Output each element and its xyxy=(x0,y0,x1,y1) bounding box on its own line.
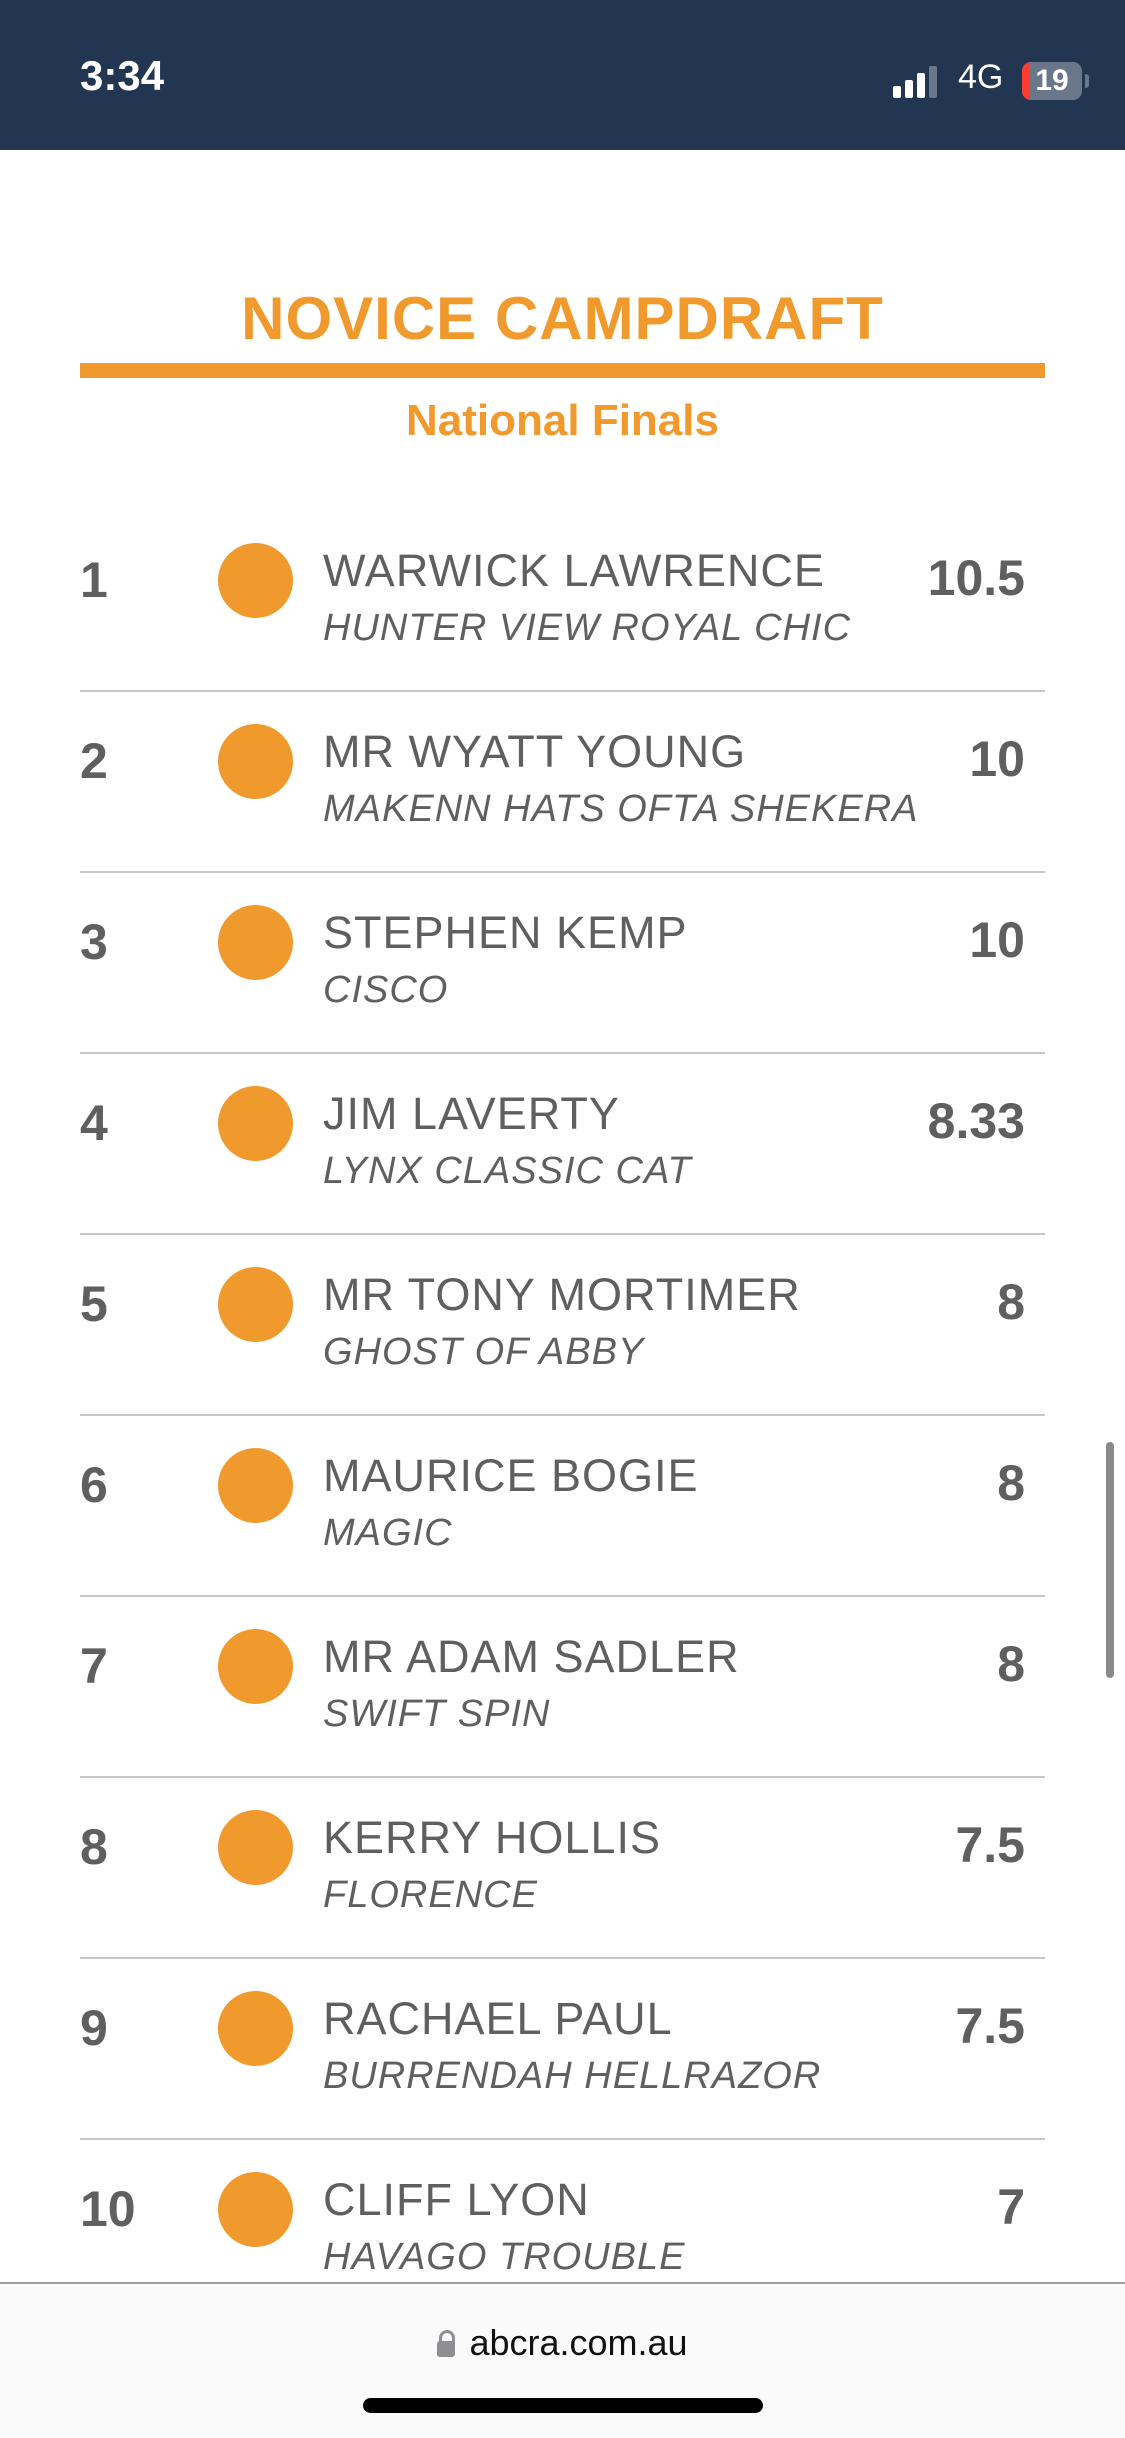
score: 10 xyxy=(969,912,1025,968)
horse-name: LYNX CLASSIC CAT xyxy=(323,1150,692,1192)
rank: 5 xyxy=(80,1276,108,1332)
result-row[interactable]: 2 MR WYATT YOUNG MAKENN HATS OFTA SHEKER… xyxy=(80,692,1045,873)
scrollbar[interactable] xyxy=(1106,1442,1114,1678)
score: 7.5 xyxy=(955,1817,1025,1873)
rider-name: MR TONY MORTIMER xyxy=(323,1269,801,1320)
horse-name: GHOST OF ABBY xyxy=(323,1331,645,1373)
score: 7 xyxy=(997,2179,1025,2235)
rider-name: MAURICE BOGIE xyxy=(323,1450,699,1501)
result-row[interactable]: 3 STEPHEN KEMP CISCO 10 xyxy=(80,873,1045,1054)
result-row[interactable]: 6 MAURICE BOGIE MAGIC 8 xyxy=(80,1416,1045,1597)
rank: 9 xyxy=(80,2000,108,2056)
rider-name: CLIFF LYON xyxy=(323,2174,590,2225)
battery-icon: 19 xyxy=(1022,62,1082,100)
horse-name: FLORENCE xyxy=(323,1874,538,1916)
rank: 6 xyxy=(80,1457,108,1513)
horse-name: HAVAGO TROUBLE xyxy=(323,2236,686,2278)
rank: 3 xyxy=(80,914,108,970)
rank: 7 xyxy=(80,1638,108,1694)
horse-name: HUNTER VIEW ROYAL CHIC xyxy=(323,607,852,649)
score: 10 xyxy=(969,731,1025,787)
status-bar: 3:34 4G 19 xyxy=(0,0,1125,150)
rider-name: RACHAEL PAUL xyxy=(323,1993,673,2044)
rider-avatar-icon xyxy=(218,724,293,799)
url-text: abcra.com.au xyxy=(469,2322,688,2363)
result-row[interactable]: 4 JIM LAVERTY LYNX CLASSIC CAT 8.33 xyxy=(80,1054,1045,1235)
results-list: 1 WARWICK LAWRENCE HUNTER VIEW ROYAL CHI… xyxy=(80,511,1045,2321)
rank: 8 xyxy=(80,1819,108,1875)
rider-name: MR ADAM SADLER xyxy=(323,1631,740,1682)
rider-name: WARWICK LAWRENCE xyxy=(323,545,825,596)
rider-avatar-icon xyxy=(218,905,293,980)
score: 8.33 xyxy=(927,1093,1025,1149)
rider-avatar-icon xyxy=(218,1267,293,1342)
score: 10.5 xyxy=(927,550,1025,606)
rider-name: JIM LAVERTY xyxy=(323,1088,620,1139)
signal-icon xyxy=(893,66,937,98)
rank: 1 xyxy=(80,552,108,608)
score: 8 xyxy=(997,1455,1025,1511)
rider-avatar-icon xyxy=(218,543,293,618)
result-row[interactable]: 9 RACHAEL PAUL BURRENDAH HELLRAZOR 7.5 xyxy=(80,1959,1045,2140)
rider-avatar-icon xyxy=(218,2172,293,2247)
battery-level: 19 xyxy=(1035,64,1069,97)
score: 8 xyxy=(997,1274,1025,1330)
horse-name: SWIFT SPIN xyxy=(323,1693,551,1735)
horse-name: BURRENDAH HELLRAZOR xyxy=(323,2055,822,2097)
home-indicator[interactable] xyxy=(363,2398,763,2413)
rank: 2 xyxy=(80,733,108,789)
rank: 10 xyxy=(80,2181,136,2237)
result-row[interactable]: 5 MR TONY MORTIMER GHOST OF ABBY 8 xyxy=(80,1235,1045,1416)
browser-bottom-bar: abcra.com.au xyxy=(0,2282,1125,2438)
result-row[interactable]: 1 WARWICK LAWRENCE HUNTER VIEW ROYAL CHI… xyxy=(80,511,1045,692)
rider-avatar-icon xyxy=(218,1448,293,1523)
rider-avatar-icon xyxy=(218,1810,293,1885)
result-row[interactable]: 8 KERRY HOLLIS FLORENCE 7.5 xyxy=(80,1778,1045,1959)
clock: 3:34 xyxy=(80,52,165,99)
result-row[interactable]: 10 CLIFF LYON HAVAGO TROUBLE 7 xyxy=(80,2140,1045,2321)
rider-name: MR WYATT YOUNG xyxy=(323,726,747,777)
page-title: NOVICE CAMPDRAFT xyxy=(241,285,884,352)
rider-avatar-icon xyxy=(218,1629,293,1704)
score: 8 xyxy=(997,1636,1025,1692)
lock-icon xyxy=(437,2330,456,2357)
address-bar[interactable]: abcra.com.au xyxy=(0,2322,1125,2364)
horse-name: MAGIC xyxy=(323,1512,453,1554)
horse-name: CISCO xyxy=(323,969,449,1011)
score: 7.5 xyxy=(955,1998,1025,2054)
rider-name: STEPHEN KEMP xyxy=(323,907,688,958)
page-subtitle: National Finals xyxy=(406,396,719,445)
battery-tip xyxy=(1085,74,1089,88)
title-divider xyxy=(80,363,1045,378)
horse-name: MAKENN HATS OFTA SHEKERA xyxy=(323,788,919,830)
network-type: 4G xyxy=(958,58,1004,96)
result-row[interactable]: 7 MR ADAM SADLER SWIFT SPIN 8 xyxy=(80,1597,1045,1778)
rider-name: KERRY HOLLIS xyxy=(323,1812,661,1863)
rank: 4 xyxy=(80,1095,108,1151)
rider-avatar-icon xyxy=(218,1991,293,2066)
rider-avatar-icon xyxy=(218,1086,293,1161)
